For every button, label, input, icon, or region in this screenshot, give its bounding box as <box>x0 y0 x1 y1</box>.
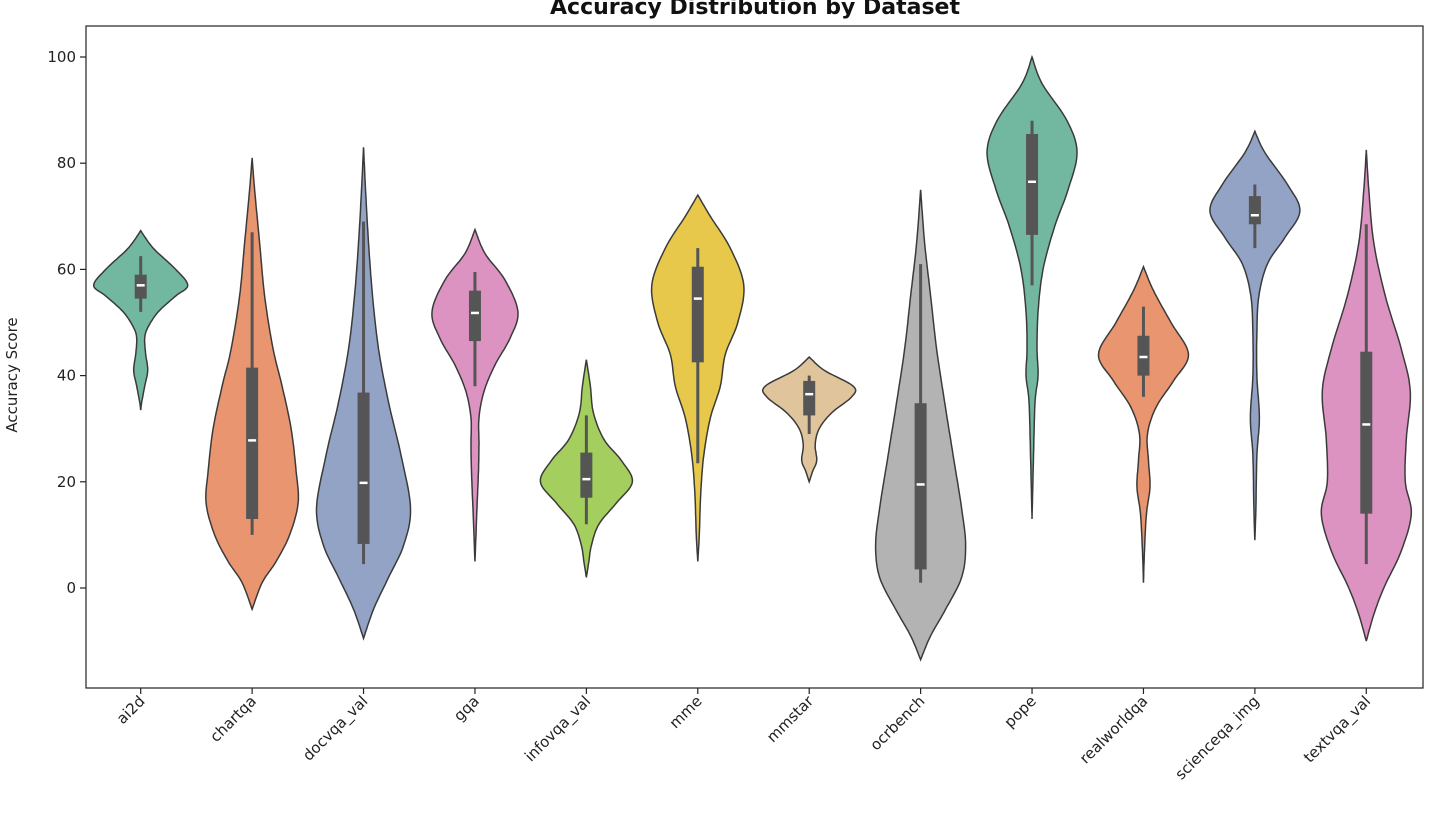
x-tick-label: chartqa <box>206 692 260 746</box>
violin-iqr-box <box>803 380 816 416</box>
violin-iqr-box <box>914 403 927 570</box>
violin-body <box>92 229 189 411</box>
violin-mmstar <box>761 355 857 485</box>
violin-iqr-box <box>1026 133 1039 235</box>
violin-iqr-box <box>1248 196 1261 225</box>
x-tick-label: textvqa_val <box>1300 692 1375 767</box>
violin-iqr-box <box>580 452 593 498</box>
y-axis-label: Accuracy Score <box>3 317 21 432</box>
x-tick-label: ai2d <box>113 692 149 728</box>
y-tick-label: 40 <box>57 367 76 385</box>
violin-realworldqa <box>1097 264 1190 583</box>
violin-body <box>1209 129 1301 541</box>
x-tick-label: realworldqa <box>1076 692 1151 767</box>
violin-docvqa_val <box>315 147 412 641</box>
chart-title: Accuracy Distribution by Dataset <box>550 0 960 20</box>
violin-scienceqa_img <box>1209 129 1301 541</box>
x-tick-label: ocrbench <box>867 692 929 754</box>
violin-body <box>1097 264 1190 583</box>
x-tick-label: docvqa_val <box>299 692 372 765</box>
y-tick-label: 20 <box>57 473 76 491</box>
violin-pope <box>986 54 1078 520</box>
violin-infovqa_val <box>539 359 634 578</box>
x-tick-label: mmstar <box>763 692 818 747</box>
violin-chartqa <box>205 157 300 612</box>
violin-ai2d <box>92 229 189 411</box>
plot-frame <box>85 25 1424 689</box>
violin-iqr-box <box>134 274 147 299</box>
violin-iqr-box <box>1137 335 1150 376</box>
violin-body <box>986 54 1078 520</box>
y-tick-label: 0 <box>66 579 76 597</box>
violin-ocrbench <box>874 189 967 662</box>
violin-body <box>431 227 519 562</box>
x-axis: ai2d chartqa docvqa_val gqa infovqa_val mme mm… <box>113 688 1375 784</box>
violins-group <box>92 54 1413 662</box>
x-tick-label: pope <box>1001 692 1040 731</box>
violin-iqr-box <box>246 367 259 519</box>
x-tick-label: scienceqa_img <box>1172 692 1264 784</box>
violin-mme <box>650 193 745 562</box>
y-tick-label: 60 <box>57 260 76 278</box>
violin-gqa <box>431 227 519 562</box>
y-tick-label: 100 <box>47 48 76 66</box>
violin-iqr-box <box>691 266 704 363</box>
x-tick-label: gqa <box>450 692 483 725</box>
x-tick-label: mme <box>666 692 706 732</box>
violin-iqr-box <box>1360 351 1373 514</box>
x-tick-label: infovqa_val <box>521 692 595 766</box>
violin-iqr-box <box>468 290 481 342</box>
violin-textvqa_val <box>1320 149 1413 642</box>
violin-iqr-box <box>357 392 370 544</box>
y-tick-label: 80 <box>57 154 76 172</box>
y-axis: 0 20 40 60 80 100 <box>47 48 86 597</box>
